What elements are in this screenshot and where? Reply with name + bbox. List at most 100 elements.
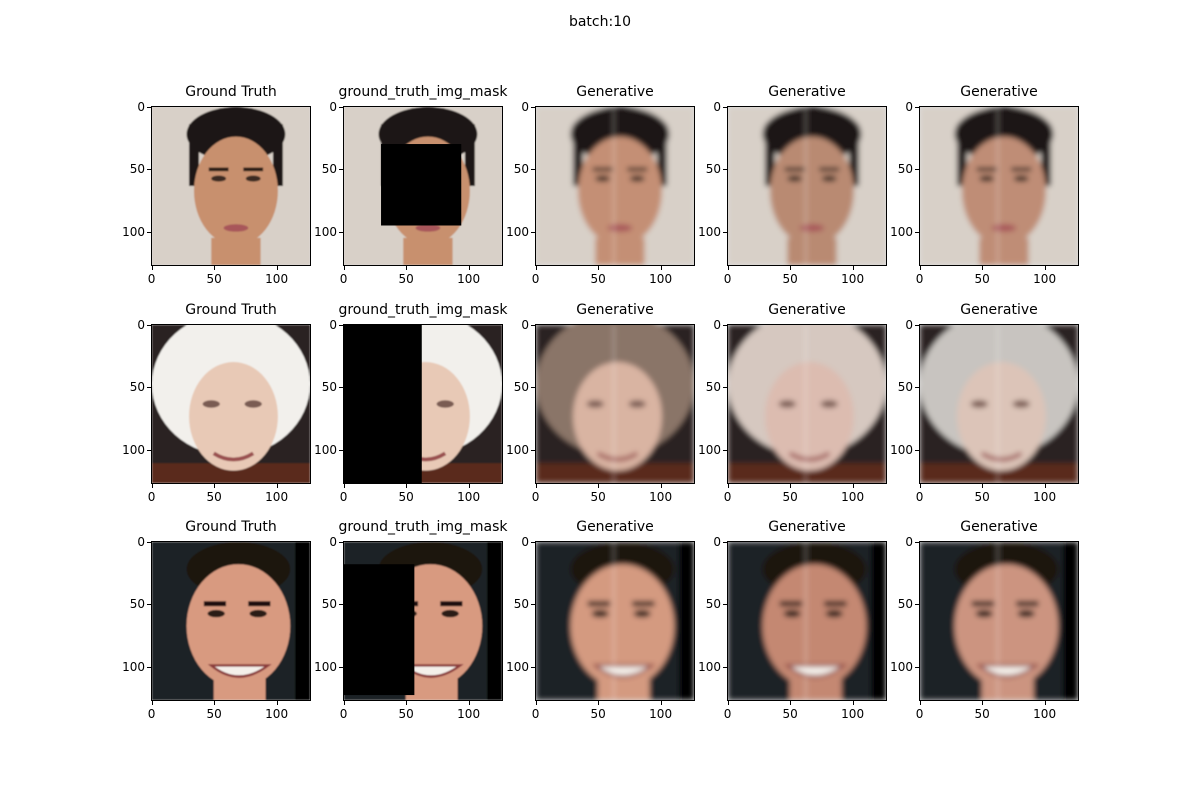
y-tick bbox=[531, 604, 535, 606]
x-tick-label: 100 bbox=[841, 272, 865, 286]
x-tick bbox=[852, 701, 854, 705]
x-tick bbox=[660, 266, 662, 270]
y-tick bbox=[339, 231, 343, 233]
y-tick bbox=[147, 449, 151, 451]
x-tick-label: 100 bbox=[649, 272, 673, 286]
y-tick bbox=[915, 541, 919, 543]
y-tick bbox=[147, 387, 151, 389]
image-axes bbox=[151, 541, 311, 701]
x-tick-label: 100 bbox=[1033, 490, 1057, 504]
y-tick-label: 100 bbox=[314, 442, 337, 457]
image-axes bbox=[535, 324, 695, 484]
x-tick-label: 100 bbox=[265, 707, 289, 721]
y-tick-label: 0 bbox=[329, 534, 337, 549]
y-tick-label: 0 bbox=[137, 99, 145, 114]
x-tick bbox=[214, 484, 216, 488]
y-tick-label: 0 bbox=[905, 317, 913, 332]
x-tick-label: 100 bbox=[841, 707, 865, 721]
y-tick bbox=[723, 231, 727, 233]
y-tick bbox=[531, 387, 535, 389]
x-tick bbox=[727, 701, 729, 705]
x-tick bbox=[276, 266, 278, 270]
y-tick bbox=[915, 387, 919, 389]
x-tick bbox=[919, 701, 921, 705]
x-tick-label: 100 bbox=[265, 272, 289, 286]
y-tick bbox=[915, 604, 919, 606]
y-tick bbox=[531, 231, 535, 233]
x-tick bbox=[151, 266, 153, 270]
x-tick bbox=[790, 701, 792, 705]
y-tick-label: 50 bbox=[897, 162, 913, 177]
x-tick-label: 50 bbox=[590, 707, 606, 721]
x-tick-label: 50 bbox=[206, 272, 222, 286]
x-tick-label: 0 bbox=[723, 272, 732, 286]
x-tick bbox=[214, 266, 216, 270]
x-tick-label: 50 bbox=[782, 707, 798, 721]
image-axes bbox=[919, 324, 1079, 484]
x-tick-label: 50 bbox=[782, 272, 798, 286]
panel-title: Generative bbox=[768, 84, 846, 100]
x-tick-label: 100 bbox=[457, 490, 481, 504]
x-tick-label: 100 bbox=[457, 707, 481, 721]
y-tick-label: 100 bbox=[314, 659, 337, 674]
x-tick bbox=[982, 266, 984, 270]
x-tick-label: 0 bbox=[915, 490, 924, 504]
image-axes bbox=[919, 541, 1079, 701]
face-image bbox=[536, 107, 694, 265]
image-axes bbox=[727, 541, 887, 701]
x-tick-label: 0 bbox=[531, 272, 540, 286]
x-tick-label: 50 bbox=[590, 490, 606, 504]
y-tick bbox=[339, 449, 343, 451]
y-tick-label: 50 bbox=[897, 597, 913, 612]
panel-title: Generative bbox=[960, 302, 1038, 318]
y-tick-label: 50 bbox=[705, 162, 721, 177]
y-tick-label: 100 bbox=[506, 224, 529, 239]
image-axes bbox=[343, 324, 503, 484]
x-tick bbox=[535, 484, 537, 488]
y-tick-label: 100 bbox=[506, 659, 529, 674]
x-tick bbox=[468, 484, 470, 488]
y-tick bbox=[147, 541, 151, 543]
panel-title: ground_truth_img_mask bbox=[338, 84, 508, 100]
panel-title: Ground Truth bbox=[185, 84, 277, 100]
x-tick bbox=[406, 701, 408, 705]
y-tick bbox=[723, 541, 727, 543]
x-tick-label: 50 bbox=[974, 707, 990, 721]
x-tick-label: 50 bbox=[590, 272, 606, 286]
y-tick bbox=[531, 106, 535, 108]
y-tick-label: 0 bbox=[905, 99, 913, 114]
y-tick bbox=[339, 169, 343, 171]
panel-title: Ground Truth bbox=[185, 519, 277, 535]
y-tick bbox=[915, 666, 919, 668]
y-tick bbox=[339, 106, 343, 108]
x-tick bbox=[790, 484, 792, 488]
y-tick-label: 100 bbox=[890, 224, 913, 239]
x-tick-label: 0 bbox=[339, 272, 348, 286]
x-tick bbox=[598, 701, 600, 705]
y-tick-label: 100 bbox=[122, 659, 145, 674]
x-tick bbox=[982, 701, 984, 705]
y-tick-label: 100 bbox=[698, 442, 721, 457]
y-tick-label: 50 bbox=[129, 380, 145, 395]
x-tick bbox=[852, 266, 854, 270]
x-tick bbox=[468, 266, 470, 270]
x-tick bbox=[598, 266, 600, 270]
face-image bbox=[152, 107, 310, 265]
face-image bbox=[536, 325, 694, 483]
y-tick-label: 50 bbox=[513, 597, 529, 612]
y-tick-label: 0 bbox=[713, 99, 721, 114]
x-tick-label: 100 bbox=[265, 490, 289, 504]
x-tick-label: 50 bbox=[782, 490, 798, 504]
y-tick-label: 50 bbox=[705, 380, 721, 395]
panel-title: Generative bbox=[960, 519, 1038, 535]
y-tick-label: 100 bbox=[314, 224, 337, 239]
panel-title: Generative bbox=[576, 302, 654, 318]
y-tick-label: 0 bbox=[521, 317, 529, 332]
x-tick-label: 50 bbox=[398, 707, 414, 721]
x-tick-label: 0 bbox=[339, 490, 348, 504]
y-tick bbox=[915, 449, 919, 451]
x-tick bbox=[343, 266, 345, 270]
image-axes bbox=[535, 541, 695, 701]
x-tick-label: 0 bbox=[723, 490, 732, 504]
mask-region bbox=[344, 325, 422, 483]
